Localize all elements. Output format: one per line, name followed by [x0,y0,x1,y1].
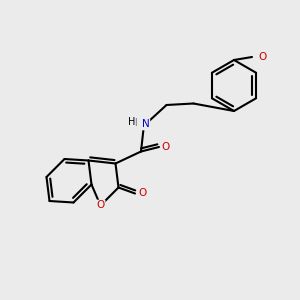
Text: O: O [96,200,105,211]
Text: H: H [130,118,137,128]
Text: O: O [138,188,147,199]
Text: O: O [161,142,170,152]
Text: N: N [142,119,149,130]
Text: H: H [128,117,135,127]
Text: O: O [258,52,267,62]
